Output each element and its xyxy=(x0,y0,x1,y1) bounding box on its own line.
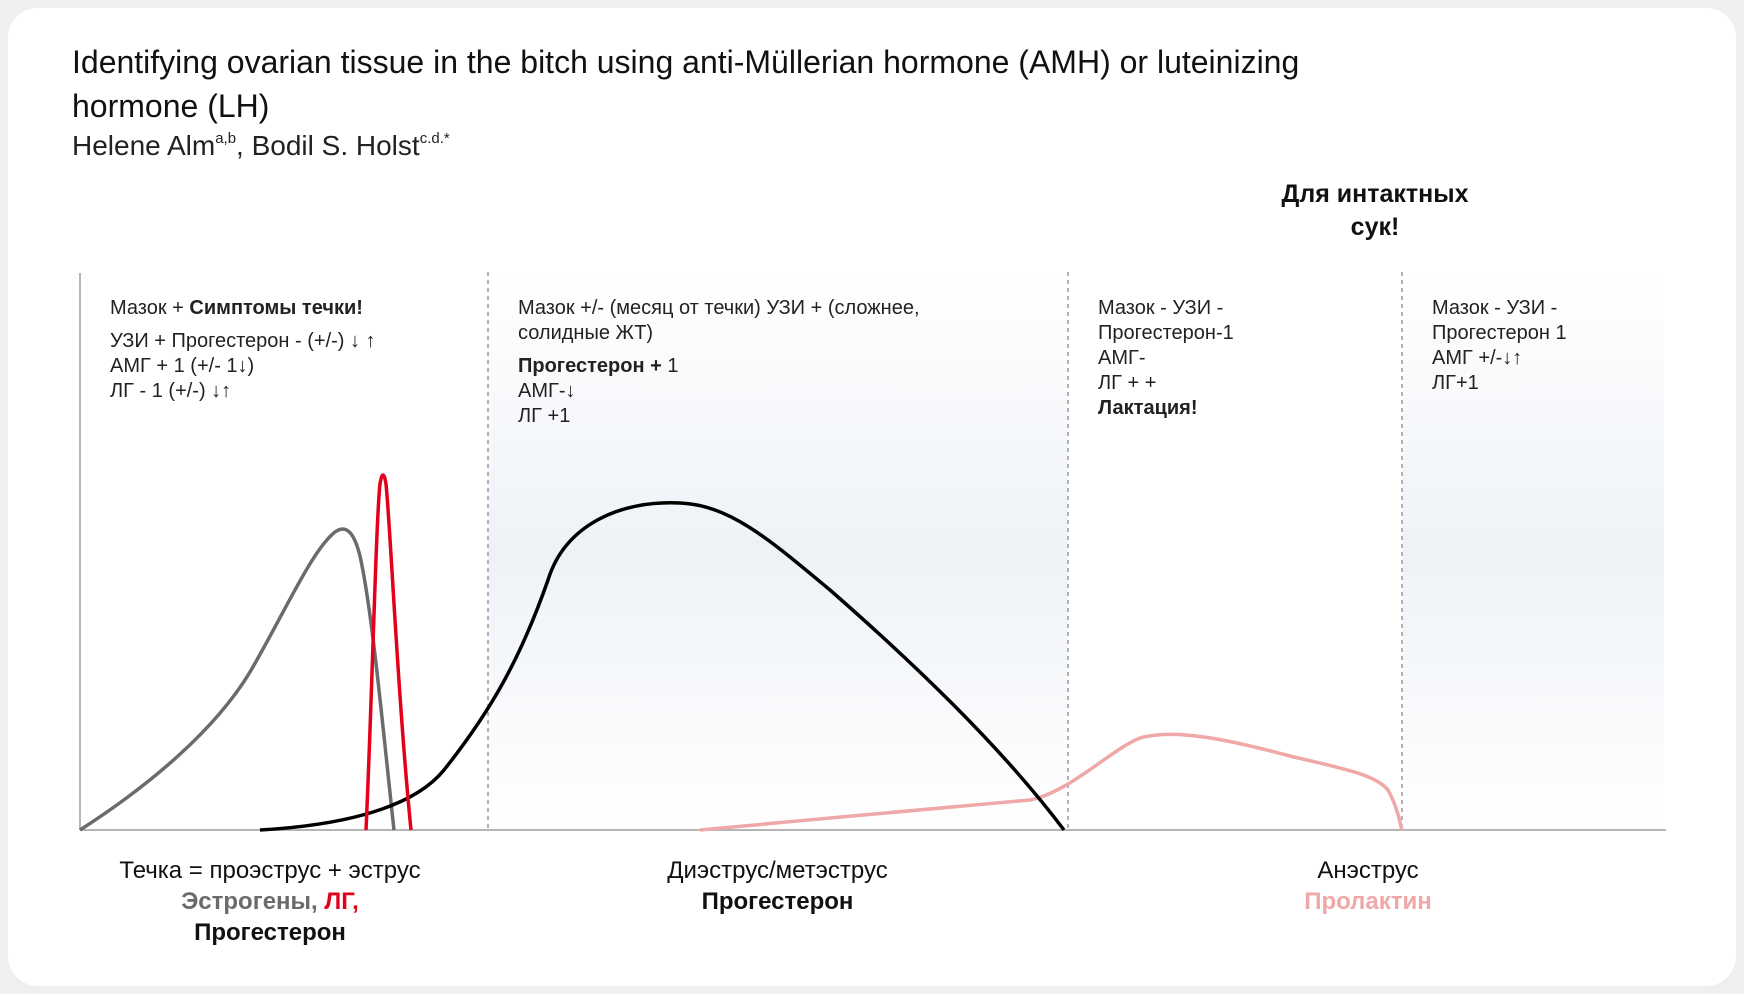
notes-line: ЛГ + + xyxy=(1098,372,1157,394)
notes-line: Мазок - УЗИ - xyxy=(1098,297,1224,319)
hormone-progesterone: Прогестерон xyxy=(194,919,346,946)
notes-line: АМГ-↓ xyxy=(518,380,576,402)
diestrus-notes: Мазок +/- (месяц от течки) УЗИ + (сложне… xyxy=(518,296,920,429)
notes-line: АМГ +/-↓↑ xyxy=(1432,347,1523,369)
notes-line: Лактация! xyxy=(1098,396,1234,421)
phase-name: Диэструс/метэструс xyxy=(667,857,888,884)
phase-name: Анэструс xyxy=(1317,857,1419,884)
intact-bitches-note: Для интактных сук! xyxy=(1281,180,1469,241)
author-2-affiliation: c.d.* xyxy=(419,130,450,147)
hormone-estrogen: Эстрогены, xyxy=(181,888,325,915)
author-separator: , xyxy=(236,130,252,161)
author-1-affiliation: a,b xyxy=(215,130,237,147)
progesterone-curve xyxy=(259,501,1066,832)
notes-line: УЗИ + Прогестерон - (+/-) ↓ ↑ xyxy=(110,330,376,352)
notes-line: АМГ + 1 (+/- 1↓) xyxy=(110,355,255,377)
phase-hormones: Эстрогены, ЛГ, xyxy=(80,886,460,917)
notes-line: Мазок - УЗИ - xyxy=(1432,297,1558,319)
anestrus-phase-label: Анэструс Пролактин xyxy=(1218,855,1518,917)
notes-line: ЛГ+1 xyxy=(1432,372,1479,394)
proestrus-estrus-notes: Мазок + Симптомы течки! УЗИ + Прогестеро… xyxy=(110,296,376,404)
notes-line: ЛГ - 1 (+/-) ↓↑ xyxy=(110,380,232,402)
notes-emphasis: Лактация! xyxy=(1098,397,1198,419)
notes-line: Мазок +/- (месяц от течки) УЗИ + (сложне… xyxy=(518,297,920,319)
notes-text: 1 xyxy=(667,355,679,377)
author-1: Helene Alm xyxy=(72,130,216,161)
notes-line: АМГ- xyxy=(1098,347,1146,369)
anestrus-late-shade xyxy=(1402,272,1664,832)
early-anestrus-notes: Мазок - УЗИ - Прогестерон-1 АМГ- ЛГ + + … xyxy=(1098,296,1234,421)
estrus-phase-label: Течка = проэструс + эструс Эстрогены, ЛГ… xyxy=(80,855,460,948)
hormone-progesterone: Прогестерон xyxy=(701,888,854,915)
author-2: Bodil S. Holst xyxy=(251,130,420,161)
notes-line: Прогестерон 1 xyxy=(1432,322,1567,344)
figure-title: Identifying ovarian tissue in the bitch … xyxy=(72,44,1300,124)
late-anestrus-notes: Мазок - УЗИ - Прогестерон 1 АМГ +/-↓↑ ЛГ… xyxy=(1432,296,1567,396)
notes-line: ЛГ +1 xyxy=(518,405,571,427)
diestrus-shade xyxy=(488,272,1068,832)
hormone-lh: ЛГ, xyxy=(324,888,359,915)
diestrus-phase-label: Диэструс/метэструс Прогестерон xyxy=(590,855,965,917)
notes-line: Прогестерон-1 xyxy=(1098,322,1234,344)
notes-text: Мазок + xyxy=(110,297,190,319)
hormone-prolactin: Пролактин xyxy=(1304,888,1432,915)
phase-name: Течка = проэструс + эструс xyxy=(119,857,421,884)
notes-line: Мазок + Симптомы течки! xyxy=(110,296,376,321)
notes-line: солидные ЖТ) xyxy=(518,322,654,344)
estrogen-curve xyxy=(79,527,396,832)
notes-emphasis: Симптомы течки! xyxy=(189,297,363,319)
lh-curve xyxy=(364,473,413,831)
prolactin-curve xyxy=(699,732,1404,832)
notes-line: Прогестерон + 1 xyxy=(518,354,920,379)
notes-emphasis: Прогестерон + xyxy=(518,355,668,377)
authors-line: Helene Alma,b, Bodil S. Holstc.d.* xyxy=(72,130,450,162)
